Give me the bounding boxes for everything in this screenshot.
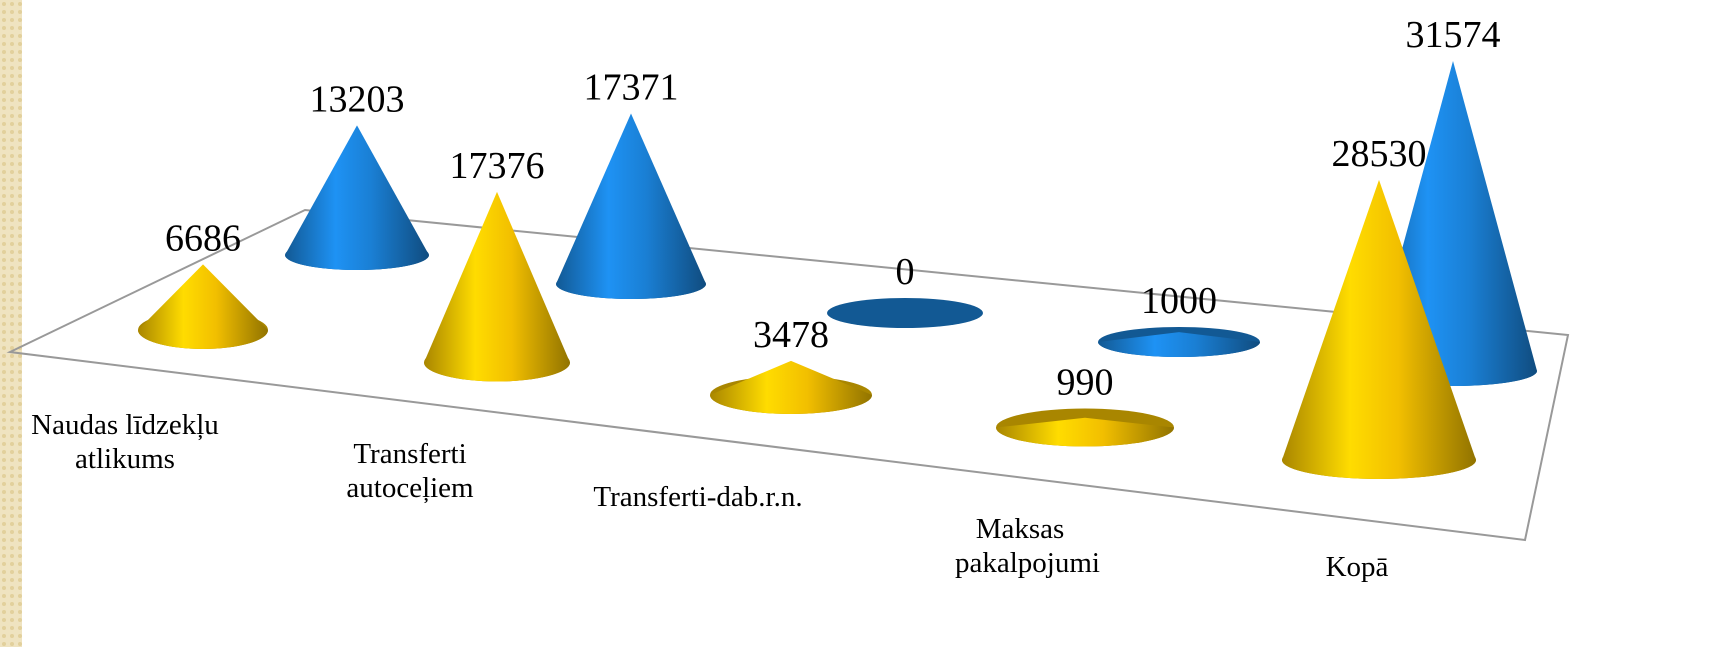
cone [1282, 179, 1476, 480]
category-label: Transferti-dab.r.n. [593, 481, 803, 513]
category-label: Transferti autoceļiem [346, 438, 474, 504]
cone-base [827, 298, 983, 328]
floor [6, 208, 1570, 542]
category-label: Maksas pakalpojumi [955, 513, 1100, 579]
cone [556, 113, 706, 299]
cone [424, 191, 570, 382]
data-label: 17371 [584, 66, 679, 108]
category-label: Kopā [1325, 551, 1389, 583]
cone [1098, 332, 1260, 357]
side-strip [0, 0, 22, 647]
cone [285, 125, 429, 270]
data-label: 0 [896, 251, 915, 293]
data-label: 17376 [450, 145, 545, 187]
data-label: 28530 [1332, 133, 1427, 175]
data-label: 13203 [310, 78, 405, 120]
category-label: Naudas līdzekļu atlikums [31, 409, 219, 475]
data-label: 1000 [1141, 280, 1217, 322]
cone [710, 360, 872, 414]
data-label: 3478 [753, 314, 829, 356]
data-label: 31574 [1406, 14, 1501, 56]
cone [996, 417, 1174, 447]
cone [138, 264, 268, 349]
data-label: 6686 [165, 217, 241, 259]
data-label: 990 [1057, 362, 1114, 404]
